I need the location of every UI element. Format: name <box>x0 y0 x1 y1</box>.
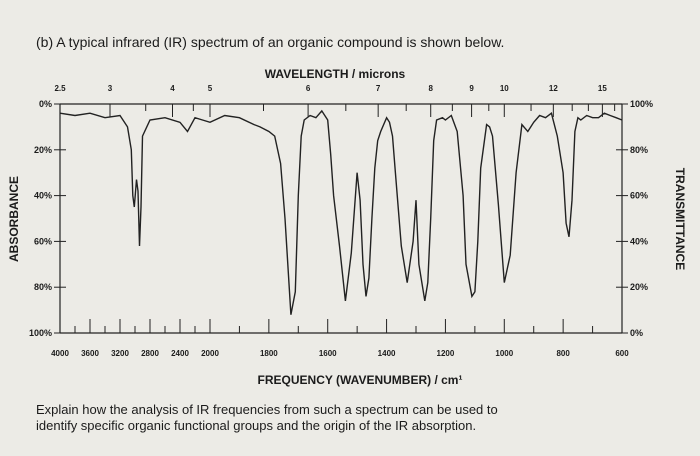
chart-axes <box>59 103 623 334</box>
transmittance-tick-label-1: 80% <box>630 145 648 155</box>
bottom-axis-label: FREQUENCY (WAVENUMBER) / cm¹ <box>258 373 463 387</box>
wavelength-tick-label-4: 6 <box>306 84 311 93</box>
wavenumber-tick-label-12: 600 <box>615 349 629 358</box>
wavenumber-tick-label-6: 1800 <box>260 349 278 358</box>
absorbance-tick-label-0: 0% <box>39 99 52 109</box>
absorbance-tick-label-4: 80% <box>34 282 52 292</box>
question-prompt: Explain how the analysis of IR frequenci… <box>36 402 656 434</box>
wavenumber-tick-label-9: 1200 <box>437 349 455 358</box>
transmittance-tick-label-0: 100% <box>630 99 653 109</box>
wavelength-tick-label-3: 5 <box>208 84 213 93</box>
wavelength-tick-label-8: 10 <box>500 84 509 93</box>
wavenumber-tick-label-2: 3200 <box>111 349 129 358</box>
question-prompt-line-1: Explain how the analysis of IR frequenci… <box>36 402 498 417</box>
absorbance-tick-label-5: 100% <box>29 328 52 338</box>
wavenumber-tick-label-1: 3600 <box>81 349 99 358</box>
transmittance-tick-label-3: 40% <box>630 236 648 246</box>
wavenumber-tick-label-0: 4000 <box>51 349 69 358</box>
wavenumber-tick-label-3: 2800 <box>141 349 159 358</box>
chart-ticks: 4000 3600 3200 2800 2400 2000 1800 1600 1400 1200… <box>29 84 653 358</box>
right-axis-label: TRANSMITTANCE <box>673 168 687 270</box>
wavelength-tick-label-7: 9 <box>469 84 474 93</box>
wavelength-tick-label-1: 3 <box>108 84 113 93</box>
wavenumber-tick-label-10: 1000 <box>495 349 513 358</box>
question-title: (b) A typical infrared (IR) spectrum of … <box>36 34 505 50</box>
spectrum-line <box>59 109 623 315</box>
absorbance-tick-label-1: 20% <box>34 145 52 155</box>
wavenumber-tick-label-4: 2400 <box>171 349 189 358</box>
transmittance-tick-label-2: 60% <box>630 191 648 201</box>
top-axis-label: WAVELENGTH / microns <box>265 67 406 81</box>
transmittance-tick-label-5: 0% <box>630 328 643 338</box>
absorbance-tick-label-2: 40% <box>34 191 52 201</box>
wavelength-tick-label-0: 2.5 <box>54 84 66 93</box>
left-axis-label: ABSORBANCE <box>7 176 21 262</box>
wavelength-tick-label-5: 7 <box>376 84 381 93</box>
wavenumber-tick-label-7: 1600 <box>319 349 337 358</box>
absorbance-tick-label-3: 60% <box>34 236 52 246</box>
wavenumber-tick-label-11: 800 <box>556 349 570 358</box>
transmittance-tick-label-4: 20% <box>630 282 648 292</box>
wavelength-tick-label-10: 15 <box>598 84 607 93</box>
wavelength-tick-label-2: 4 <box>170 84 175 93</box>
wavelength-tick-label-9: 12 <box>549 84 558 93</box>
wavenumber-tick-label-8: 1400 <box>378 349 396 358</box>
wavelength-tick-label-6: 8 <box>428 84 433 93</box>
wavenumber-tick-label-5: 2000 <box>201 349 219 358</box>
question-prompt-line-2: identify specific organic functional gro… <box>36 418 477 433</box>
ir-spectrum-chart: 4000 3600 3200 2800 2400 2000 1800 1600 1400 1200… <box>7 67 687 387</box>
